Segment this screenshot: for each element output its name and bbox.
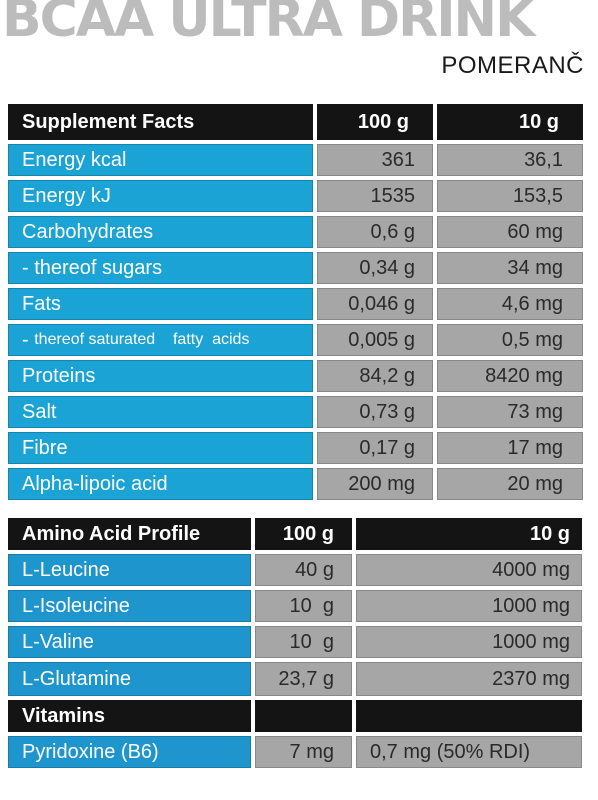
vitamins-header-blank <box>255 700 352 732</box>
value-10g: 153,5 <box>437 180 583 212</box>
value-100g: 10 g <box>255 590 352 622</box>
value-10g: 36,1 <box>437 144 583 176</box>
value-10g: 34 mg <box>437 252 583 284</box>
table-row: L-Leucine 40 g 4000 mg <box>8 554 582 586</box>
header-100g: 100 g <box>255 518 352 550</box>
value-10g: 0,7 mg (50% RDI) <box>356 736 582 768</box>
value-10g: 1000 mg <box>356 590 582 622</box>
table-row: Carbohydrates 0,6 g 60 mg <box>8 216 583 248</box>
row-label: Fibre <box>8 432 313 464</box>
row-label: Pyridoxine (B6) <box>8 736 251 768</box>
value-10g: 0,5 mg <box>437 324 583 356</box>
value-100g: 84,2 g <box>317 360 433 392</box>
header-10g: 10 g <box>437 104 583 140</box>
table-row: Energy kcal 361 36,1 <box>8 144 583 176</box>
header-100g: 100 g <box>317 104 433 140</box>
value-100g: 7 mg <box>255 736 352 768</box>
value-100g: 40 g <box>255 554 352 586</box>
row-label: L-Valine <box>8 626 251 658</box>
flavor-label: POMERANČ <box>441 52 584 79</box>
value-10g: 60 mg <box>437 216 583 248</box>
row-label: Energy kJ <box>8 180 313 212</box>
table-row: - thereof sugars 0,34 g 34 mg <box>8 252 583 284</box>
row-label: Carbohydrates <box>8 216 313 248</box>
row-label-text: thereof saturated fatty acids <box>34 331 250 348</box>
table-row: L-Valine 10 g 1000 mg <box>8 626 582 658</box>
supplement-facts-table: Supplement Facts 100 g 10 g Energy kcal … <box>8 104 583 500</box>
value-10g: 2370 mg <box>356 662 582 696</box>
row-label: L-Glutamine <box>8 662 251 696</box>
value-10g: 4000 mg <box>356 554 582 586</box>
header-10g: 10 g <box>356 518 582 550</box>
row-label: L-Leucine <box>8 554 251 586</box>
value-100g: 0,17 g <box>317 432 433 464</box>
value-100g: 0,046 g <box>317 288 433 320</box>
product-title: BCAA ULTRA DRINK <box>2 0 535 49</box>
value-100g: 1535 <box>317 180 433 212</box>
value-100g: 23,7 g <box>255 662 352 696</box>
value-10g: 1000 mg <box>356 626 582 658</box>
table-row: Fats 0,046 g 4,6 mg <box>8 288 583 320</box>
table-row: L-Glutamine 23,7 g 2370 mg <box>8 662 582 696</box>
value-100g: 0,6 g <box>317 216 433 248</box>
header-label: Supplement Facts <box>8 104 313 140</box>
row-label: Fats <box>8 288 313 320</box>
row-label: Proteins <box>8 360 313 392</box>
row-label-prefix: - <box>22 328 35 351</box>
value-100g: 10 g <box>255 626 352 658</box>
row-label: Alpha-lipoic acid <box>8 468 313 500</box>
value-10g: 73 mg <box>437 396 583 428</box>
table-row: Energy kJ 1535 153,5 <box>8 180 583 212</box>
value-10g: 20 mg <box>437 468 583 500</box>
table-row: Pyridoxine (B6) 7 mg 0,7 mg (50% RDI) <box>8 736 582 768</box>
row-label: - thereof saturated fatty acids <box>8 324 313 356</box>
table-row: Fibre 0,17 g 17 mg <box>8 432 583 464</box>
table-row: - thereof saturated fatty acids 0,005 g … <box>8 324 583 356</box>
value-10g: 17 mg <box>437 432 583 464</box>
value-100g: 0,34 g <box>317 252 433 284</box>
row-label: Energy kcal <box>8 144 313 176</box>
value-100g: 0,73 g <box>317 396 433 428</box>
amino-acid-profile-table: Amino Acid Profile 100 g 10 g L-Leucine … <box>8 518 582 768</box>
table-header-row: Supplement Facts 100 g 10 g <box>8 104 583 140</box>
value-10g: 8420 mg <box>437 360 583 392</box>
row-label: Salt <box>8 396 313 428</box>
value-10g: 4,6 mg <box>437 288 583 320</box>
row-label: L-Isoleucine <box>8 590 251 622</box>
row-label: - thereof sugars <box>8 252 313 284</box>
vitamins-header-row: Vitamins <box>8 700 582 732</box>
value-100g: 200 mg <box>317 468 433 500</box>
table-row: L-Isoleucine 10 g 1000 mg <box>8 590 582 622</box>
vitamins-heading: Vitamins <box>8 700 251 732</box>
value-100g: 0,005 g <box>317 324 433 356</box>
header-label: Amino Acid Profile <box>8 518 251 550</box>
table-row: Salt 0,73 g 73 mg <box>8 396 583 428</box>
table-row: Proteins 84,2 g 8420 mg <box>8 360 583 392</box>
vitamins-header-blank <box>356 700 582 732</box>
table-row: Alpha-lipoic acid 200 mg 20 mg <box>8 468 583 500</box>
value-100g: 361 <box>317 144 433 176</box>
table-header-row: Amino Acid Profile 100 g 10 g <box>8 518 582 550</box>
